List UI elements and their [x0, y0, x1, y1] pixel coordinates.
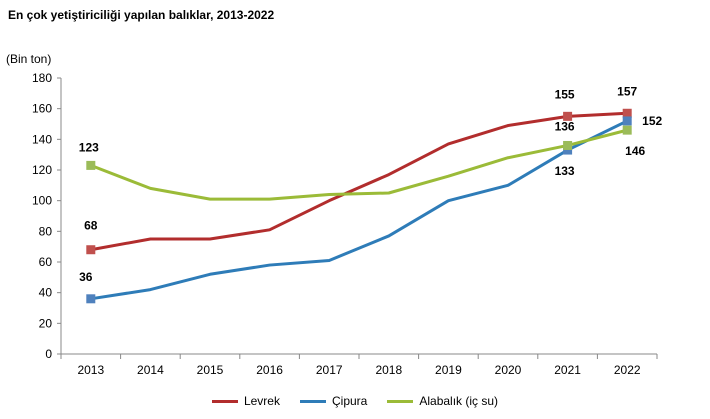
data-point-marker [622, 125, 632, 135]
data-label: 136 [555, 119, 575, 133]
x-tick-label: 2013 [77, 363, 104, 377]
y-tick-label: 0 [45, 347, 52, 361]
data-label: 157 [617, 84, 637, 98]
y-tick-label: 60 [39, 255, 53, 269]
data-point-marker [563, 111, 573, 121]
data-point-marker [86, 160, 96, 170]
data-point-marker [622, 108, 632, 118]
x-tick-label: 2017 [316, 363, 343, 377]
data-label: 123 [79, 140, 99, 154]
y-tick-label: 40 [39, 286, 53, 300]
y-tick-label: 20 [39, 316, 53, 330]
data-point-marker [86, 294, 96, 304]
chart-title: En çok yetiştiriciliği yapılan balıklar,… [8, 8, 275, 22]
data-label: 152 [642, 114, 662, 128]
y-tick-label: 160 [32, 102, 52, 116]
data-label: 36 [79, 270, 93, 284]
x-tick-label: 2016 [256, 363, 283, 377]
data-point-marker [622, 116, 632, 126]
chart-legend: Levrek Çipura Alabalık (iç su) [0, 394, 710, 408]
x-tick-label: 2022 [614, 363, 641, 377]
series-line-0 [89, 111, 629, 252]
x-tick-label: 2019 [435, 363, 462, 377]
x-tick-label: 2021 [554, 363, 581, 377]
y-tick-label: 100 [32, 194, 52, 208]
legend-swatch [299, 399, 326, 403]
legend-label: Çipura [331, 394, 368, 408]
data-label: 155 [555, 87, 575, 101]
x-tick-label: 2015 [197, 363, 224, 377]
legend-label: Alabalık (iç su) [419, 394, 499, 408]
x-tick-label: 2014 [137, 363, 164, 377]
y-tick-label: 140 [32, 132, 52, 146]
legend-label: Levrek [243, 394, 280, 408]
legend-item: Alabalık (iç su) [387, 394, 498, 408]
legend-swatch [387, 399, 414, 403]
data-point-marker [563, 145, 573, 155]
data-point-marker [86, 245, 96, 255]
series-line-2 [89, 128, 629, 201]
legend-swatch [211, 399, 238, 403]
data-label: 133 [555, 164, 575, 178]
x-tick-label: 2018 [375, 363, 402, 377]
x-tick-label: 2020 [495, 363, 522, 377]
data-label: 68 [84, 219, 98, 233]
series-line-1 [89, 119, 629, 301]
y-tick-label: 80 [39, 224, 53, 238]
legend-item: Levrek [211, 394, 280, 408]
y-tick-label: 180 [32, 71, 52, 85]
data-label: 146 [625, 144, 645, 158]
y-axis-unit-label: (Bin ton) [6, 52, 52, 66]
line-chart: 0 20 40 60 80 100 120 140 160 180 2013 2014 2015 2016… [32, 71, 663, 377]
data-point-marker [563, 140, 573, 150]
legend-item: Çipura [299, 394, 368, 408]
y-tick-label: 120 [32, 163, 52, 177]
